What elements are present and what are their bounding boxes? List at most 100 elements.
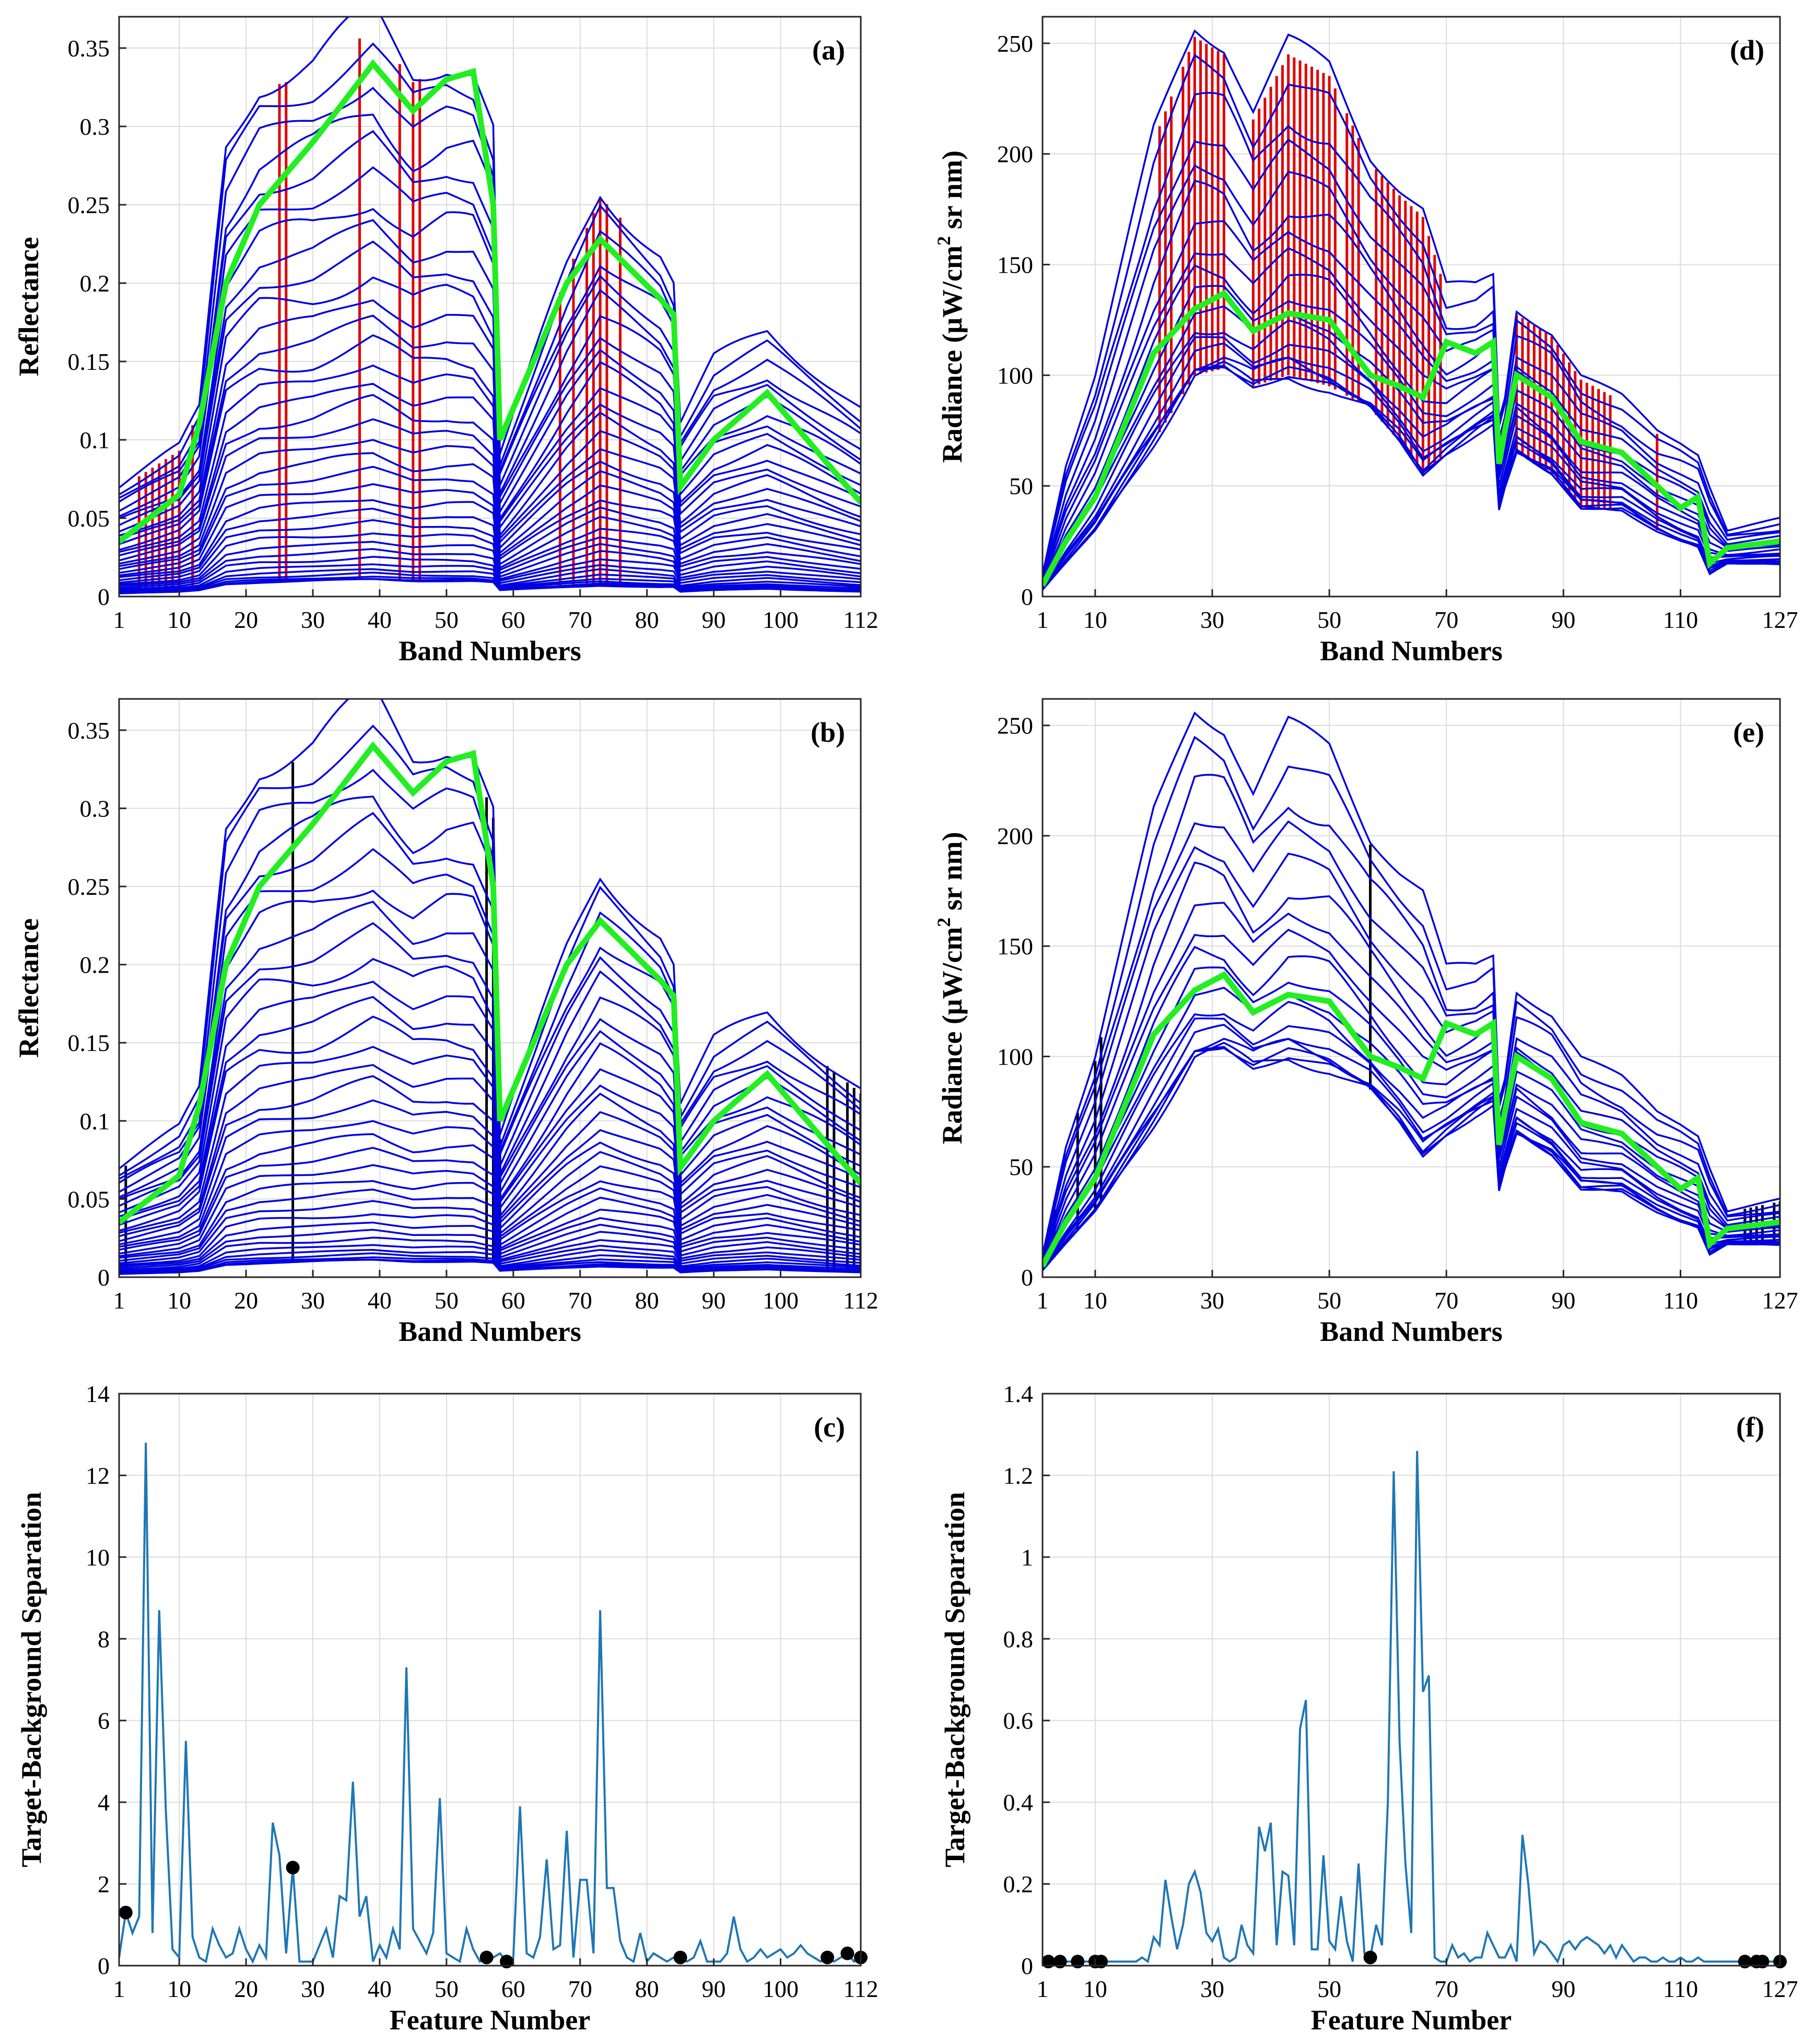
x-tick-label: 10 — [167, 1976, 191, 2002]
x-tick-label: 80 — [635, 1287, 659, 1314]
y-tick-label: 0.2 — [1003, 1871, 1034, 1898]
spectrum-line — [119, 1256, 861, 1275]
spectrum-line — [119, 1188, 861, 1262]
spectrum-line — [119, 276, 861, 537]
spectrum-line — [1043, 319, 1780, 589]
x-tick-label: 100 — [763, 1287, 799, 1314]
x-tick-label: 10 — [1083, 606, 1107, 633]
y-tick-label: 0 — [98, 583, 110, 610]
mean-spectrum-line — [119, 59, 861, 544]
y-tick-label: 150 — [997, 933, 1033, 960]
x-tick-label: 1 — [113, 1976, 125, 2002]
spectrum-line — [119, 1244, 861, 1272]
y-tick-label: 0.4 — [1003, 1789, 1034, 1816]
y-tick-label: 0 — [1021, 583, 1033, 610]
spectrum-line — [119, 42, 861, 496]
x-tick-label: 40 — [368, 1287, 392, 1314]
spectrum-line — [119, 568, 861, 592]
panel-label: (c) — [814, 1411, 845, 1443]
x-tick-label: 10 — [167, 606, 191, 633]
x-tick-label: 50 — [435, 1287, 459, 1314]
x-tick-label: 20 — [234, 1287, 258, 1314]
spectrum-line — [1043, 1037, 1780, 1271]
x-tick-label: 1 — [1037, 606, 1049, 633]
x-axis-label: Band Numbers — [399, 1316, 581, 1347]
spectrum-line — [119, 483, 861, 577]
spectrum-line — [119, 1221, 861, 1268]
spectrum-line — [119, 334, 861, 551]
spectrum-line — [119, 219, 861, 526]
spectrum-line — [119, 1075, 861, 1242]
x-tick-label: 70 — [1434, 1287, 1458, 1314]
y-tick-label: 0.2 — [80, 270, 110, 297]
panel-a: 1 10 20 30 40 50 60 70 80 90 100 112 0 0.05 0.1 0.15 0.2… — [13, 16, 879, 667]
spectrum-line — [119, 848, 861, 1198]
spectrum-line — [119, 548, 861, 589]
selected-feature-marker — [821, 1950, 835, 1965]
x-tick-label: 10 — [167, 1287, 191, 1314]
y-tick-label: 0.35 — [68, 717, 110, 744]
x-tick-label: 110 — [1663, 1287, 1698, 1314]
y-tick-label: 8 — [98, 1626, 110, 1652]
x-tick-label: 30 — [1200, 1976, 1224, 2002]
y-tick-label: 0.6 — [1003, 1708, 1034, 1734]
x-tick-label: 70 — [568, 1287, 592, 1314]
spectrum-line — [1043, 53, 1780, 576]
spectrum-line — [119, 901, 861, 1207]
spectrum-line — [119, 890, 861, 1200]
x-tick-label: 90 — [1551, 1287, 1575, 1314]
panel-c: 1 10 20 30 40 50 60 70 80 90 100 112 0 2 4 6 8 10 12 14 Feat… — [16, 1381, 879, 2036]
spectrum-line — [119, 1064, 861, 1237]
spectrum-line — [1043, 928, 1780, 1266]
axes-frame — [118, 16, 862, 598]
selected-feature-marker — [286, 1861, 300, 1875]
x-tick-label: 1 — [1037, 1287, 1049, 1314]
spectrum-line — [1043, 164, 1780, 581]
x-axis-label: Band Numbers — [1320, 635, 1503, 667]
spectrum-line — [119, 996, 861, 1226]
x-tick-label: 90 — [1551, 606, 1575, 633]
spectrum-line — [1043, 711, 1780, 1256]
plot-area-a — [119, 17, 861, 594]
x-tick-label: 70 — [1434, 1976, 1458, 2002]
spectrum-line — [119, 382, 861, 556]
spectrum-line — [1043, 945, 1780, 1267]
spectrum-line — [119, 725, 861, 1176]
y-axis-label: Radiance (μW/cm2 sr nm) — [933, 150, 968, 463]
selected-feature-marker — [840, 1946, 854, 1960]
y-tick-label: 100 — [997, 362, 1033, 389]
x-tick-label: 127 — [1762, 606, 1798, 633]
y-tick-label: 1 — [1021, 1544, 1033, 1571]
spectrum-line — [1043, 986, 1780, 1268]
spectrum-line — [119, 532, 861, 586]
spectrum-line — [119, 556, 861, 591]
x-tick-label: 30 — [1200, 1287, 1224, 1314]
y-tick-label: 0.3 — [80, 113, 110, 140]
x-tick-label: 127 — [1762, 1976, 1798, 2002]
y-tick-label: 250 — [997, 30, 1033, 57]
y-tick-label: 50 — [1009, 1154, 1033, 1181]
spectrum-line — [1043, 356, 1780, 590]
y-tick-label: 200 — [997, 823, 1033, 849]
spectrum-line — [1043, 1001, 1780, 1269]
y-tick-label: 0 — [1021, 1953, 1033, 1979]
y-tick-label: 0.25 — [68, 192, 110, 218]
spectrum-line — [1043, 966, 1780, 1267]
spectrum-line — [119, 394, 861, 562]
y-tick-label: 1.4 — [1003, 1381, 1034, 1407]
x-tick-label: 30 — [301, 1287, 325, 1314]
spectrum-line — [1043, 285, 1780, 587]
spectrum-line — [119, 1015, 861, 1232]
x-tick-label: 1 — [113, 1287, 125, 1314]
y-axis-label: Reflectance — [13, 237, 44, 377]
spectrum-line — [119, 1229, 861, 1270]
y-tick-label: 0.8 — [1003, 1626, 1034, 1652]
spectrum-line — [119, 519, 861, 584]
x-tick-label: 1 — [1037, 1976, 1049, 2002]
y-tick-label: 0.35 — [68, 35, 110, 62]
x-tick-label: 40 — [368, 606, 392, 633]
spectrum-line — [119, 980, 861, 1221]
